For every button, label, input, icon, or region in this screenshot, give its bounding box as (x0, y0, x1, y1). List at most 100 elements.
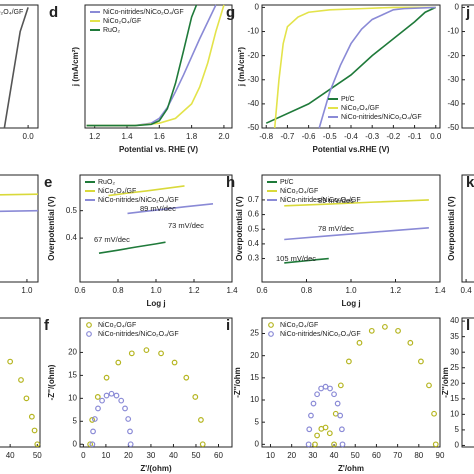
y-tick-label: 30 (450, 347, 459, 356)
x-tick-label: -0.1 (408, 132, 422, 141)
plot-frame (461, 317, 474, 448)
data-point (113, 392, 120, 399)
panel: g -0.8 -0.7 -0.6 -0.5 -0.4 -0.3 -0.2 -0.1 0.0 0 -10… (226, 3, 442, 155)
y-tick-label: -40 (447, 99, 459, 108)
series-line (0, 193, 39, 196)
data-point (432, 441, 439, 448)
x-tick-label: 2.0 (218, 132, 230, 141)
x-tick-label: 1.4 (121, 132, 133, 141)
panel: i 10 20 30 40 50 60 70 80 90 0 5 10 15 20 25 Z'/ohm -Z''/… (226, 317, 445, 473)
x-tick-label: 0.8 (301, 286, 313, 295)
data-point (103, 374, 110, 381)
y-axis-label: Overpotential (V) (235, 196, 244, 261)
data-point (382, 323, 388, 330)
x-tick-label: 30 (308, 451, 317, 460)
y-tick-label: 0.4 (66, 233, 78, 242)
legend-label: RuO₂ (98, 179, 115, 186)
data-point (127, 441, 134, 448)
y-axis-label: j (mA/cm²) (71, 47, 80, 87)
legend-label: Pt/C (280, 179, 294, 186)
x-tick-label: 1.8 (186, 132, 198, 141)
panel-label: d (49, 4, 58, 21)
y-tick-label: 5 (455, 425, 460, 434)
plot-frame (261, 317, 441, 448)
series-line (108, 185, 185, 197)
panel: j0 -10 -20 -30 -40 -50 (447, 3, 474, 132)
y-tick-label: 0.5 (248, 224, 260, 233)
legend-marker (268, 331, 274, 337)
panel-label: i (226, 317, 230, 334)
data-point (122, 405, 128, 412)
data-point (103, 392, 110, 399)
panel-label: g (226, 4, 235, 21)
data-point (18, 377, 24, 383)
plot-frame (461, 174, 474, 283)
data-point (331, 441, 337, 448)
data-point (418, 358, 424, 365)
x-axis-label: Log j (146, 299, 165, 308)
legend-label: NiCo-nitrides/NiCo₂O₄/GF (280, 197, 361, 204)
x-tick-label: 90 (436, 451, 445, 460)
panel: 1.0 (0, 174, 39, 295)
panel: h 0.6 0.8 1.0 1.2 1.4 0.3 0.4 0.5 0.6 0.7 Log j Over… (226, 174, 446, 308)
legend-marker (268, 322, 274, 328)
y-tick-label: 0 (73, 439, 78, 448)
plot-frame (461, 4, 474, 129)
series-line (318, 6, 436, 129)
panel: f 0 10 20 30 40 50 60 0 5 10 15 20 Z'/(ohm) -Z''/(ohm)… (44, 317, 233, 473)
x-tick-label: 0.0 (430, 132, 442, 141)
annotation: 67 mV/dec (94, 235, 130, 244)
plot-frame (0, 4, 39, 129)
legend-label: NiCo₂O₄/GF (280, 188, 318, 195)
data-point (331, 391, 337, 398)
legend-label: NiCo₂O₄/GF (98, 188, 136, 195)
y-tick-label: 0.6 (248, 210, 260, 219)
legend-marker (86, 331, 92, 337)
x-tick-label: 1.4 (434, 286, 446, 295)
x-tick-label: 20 (287, 451, 296, 460)
data-point (89, 417, 96, 423)
y-tick-label: 0.5 (66, 206, 78, 215)
y-tick-label: -30 (447, 75, 459, 84)
data-point (87, 441, 94, 448)
x-axis-label: Z'/(ohm) (140, 464, 172, 473)
x-tick-label: -0.2 (386, 132, 400, 141)
y-axis-label: -Z''/(ohm) (47, 364, 56, 400)
legend-label: NiCo₂O₄/GF (280, 322, 318, 329)
x-tick-label: 1.0 (150, 286, 162, 295)
x-tick-label: -0.8 (259, 132, 273, 141)
y-tick-label: 20 (250, 351, 259, 360)
data-point (337, 412, 344, 419)
data-point (90, 428, 96, 435)
data-point (94, 394, 101, 400)
y-axis-label: -Z''/ohm (233, 367, 242, 397)
panel-label: h (226, 174, 235, 191)
panel-label: j (465, 4, 470, 21)
x-tick-label: 40 (6, 451, 15, 460)
data-point (199, 441, 206, 448)
legend-label: NiCo-nitrides/NiCo₂O₄/GF (98, 197, 179, 204)
panel: 40 50 (0, 317, 42, 460)
x-axis-label: Log j (341, 299, 360, 308)
data-point (368, 327, 375, 334)
data-point (314, 432, 320, 439)
x-tick-label: 10 (101, 451, 110, 460)
panel-label: k (466, 174, 474, 191)
y-axis-label: Overpotential (V) (47, 196, 56, 261)
y-tick-label: 0.3 (248, 254, 260, 263)
annotation: 105 mV/dec (276, 254, 316, 263)
legend-label: NiCo₂O₄/GF (341, 105, 379, 112)
data-point (305, 441, 312, 448)
data-point (334, 400, 341, 407)
x-tick-label: 20 (124, 451, 133, 460)
data-point (118, 397, 125, 404)
legend-label: NiCo₂O₄/GF (98, 322, 136, 329)
plot-frame (0, 317, 41, 448)
data-point (338, 426, 345, 433)
y-tick-label: 10 (68, 393, 77, 402)
x-tick-label: 50 (351, 451, 360, 460)
panel: l 0 5 10 15 20 25 30 35 40 -Z''/ohm (441, 316, 474, 450)
panel: -0.20.0NiCo₂O₄/GF (0, 4, 39, 141)
y-tick-label: -30 (247, 75, 259, 84)
y-tick-label: -10 (247, 27, 259, 36)
